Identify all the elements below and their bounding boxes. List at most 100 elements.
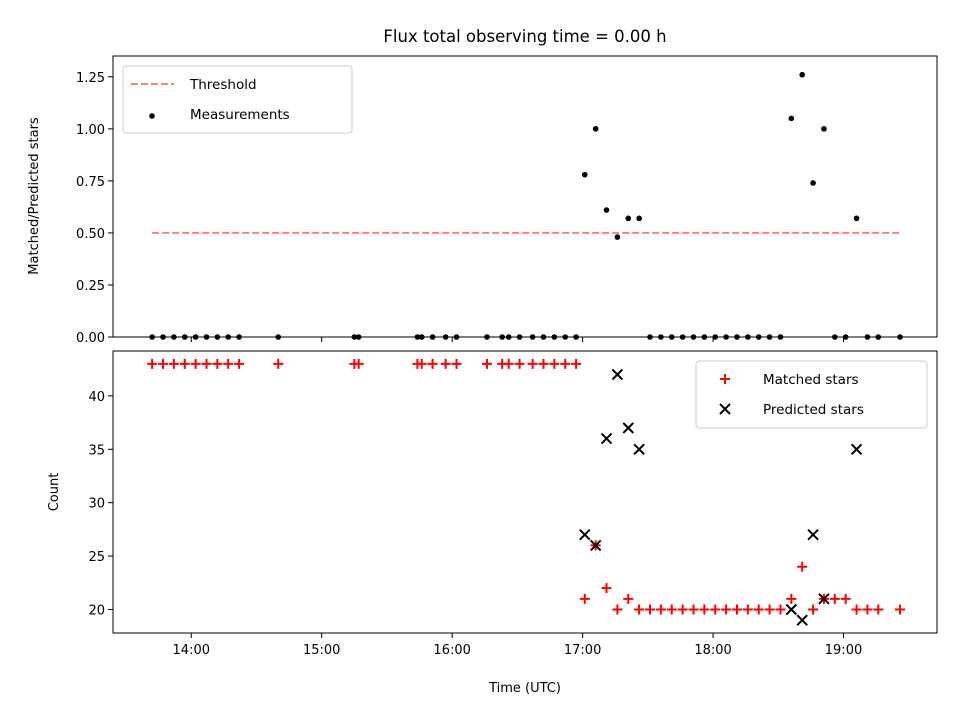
y-tick-label: 1.00 [76,123,105,138]
matched-star-point [677,604,688,615]
legend-matched-label: Matched stars [763,372,859,388]
legend-matched-swatch [720,374,730,384]
matched-star-point [753,604,764,615]
measurement-point [853,215,860,222]
matched-star-point [797,561,808,572]
matched-star-point [786,593,797,604]
legend-measurement-label: Measurements [190,107,290,123]
top-y-axis-label: Matched/Predicted stars [27,117,42,275]
matched-star-point [612,604,623,615]
predicted-star-point [785,603,798,616]
predicted-star-point [579,529,591,541]
axes-frame [112,55,938,338]
measurement-point [788,115,795,122]
matched-star-point [808,604,819,615]
top-axes: 0.00 0.25 0.50 0.75 1.00 1.25 Threshold Measure… [76,55,938,346]
measurement-point [625,215,632,222]
y-tick-label: 20 [88,604,105,619]
legend-measurement-swatch [149,113,155,119]
y-tick-label: 1.25 [76,71,105,86]
matched-star-point [440,358,451,369]
matched-star-point [503,358,514,369]
x-tick-label: 17:00 [564,643,601,658]
matched-star-point [514,358,525,369]
measurement-point [821,126,827,132]
matched-star-point [273,358,284,369]
measurement-point [592,126,599,132]
matched-star-point [353,358,364,369]
predicted-star-point [600,432,613,445]
measurement-point [636,215,642,222]
matched-star-point [234,358,245,369]
matched-star-point [451,358,462,369]
legend-box [122,65,353,134]
measurement-point [810,180,816,186]
y-tick-label: 30 [88,497,105,512]
y-tick-label: 0.50 [76,227,105,242]
matched-star-point [158,358,169,369]
x-tick-label: 14:00 [173,643,210,658]
matched-star-point [688,604,699,615]
matched-star-point [829,593,840,604]
measurement-point [603,207,610,213]
matched-star-point [666,604,677,615]
matched-star-point [223,358,234,369]
matched-star-point [742,604,753,615]
legend: Matched stars Predicted stars [695,360,928,429]
y-tick-label: 35 [88,443,105,458]
predicted-star-point [850,443,863,455]
bottom-y-axis-label: Count [47,473,62,512]
axes-frame [112,350,938,634]
legend-threshold-label: Threshold [189,77,257,93]
matched-star-point [427,358,438,369]
x-tick-label: 19:00 [825,643,862,658]
matched-star-point [840,593,851,604]
matched-star-point [416,358,427,369]
bottom-axes: 20 25 30 35 40 14:00 15:00 16:00 17:00 18:00 19:00… [88,350,938,658]
predicted-star-point [622,422,634,434]
legend-box [695,360,928,429]
measurement-point [614,234,621,240]
legend-predicted-label: Predicted stars [763,402,864,418]
x-tick-label: 18:00 [694,643,731,658]
matched-star-point [212,358,223,369]
matched-star-point [549,358,560,369]
matched-star-point [623,593,634,604]
predicted-star-point [807,529,819,541]
matched-star-point [873,604,884,615]
matched-star-point [645,604,656,615]
y-tick-label: 0.25 [76,279,105,294]
legend-predicted-swatch [719,403,731,415]
matched-star-point [634,604,645,615]
matched-star-point [764,604,775,615]
matched-star-point [895,604,906,615]
matched-star-point [710,604,721,615]
y-tick-label: 0.75 [76,175,105,190]
matched-star-point [655,604,666,615]
x-tick-label: 15:00 [303,643,340,658]
predicted-star-point [611,368,624,381]
matched-star-point [168,358,179,369]
matched-star-point [721,604,732,615]
predicted-star-point [796,614,808,626]
predicted-star-point [633,443,645,455]
y-tick-label: 0.00 [76,331,105,346]
measurement-point [799,71,806,78]
matched-star-point [527,358,538,369]
predicted-star-point [589,539,602,552]
figure-title: Flux total observing time = 0.00 h [383,27,666,46]
legend: Threshold Measurements [122,65,353,134]
y-tick-label: 25 [88,550,105,565]
matched-star-point [147,358,158,369]
matched-star-point [731,604,742,615]
matched-star-point [481,358,492,369]
matched-star-point [190,358,201,369]
x-tick-label: 16:00 [433,643,470,658]
matched-star-point [179,358,190,369]
matched-star-point [862,604,873,615]
predicted-star-point [818,593,830,605]
matched-star-point [699,604,710,615]
matched-star-point [851,604,862,615]
matched-star-point [775,604,786,615]
